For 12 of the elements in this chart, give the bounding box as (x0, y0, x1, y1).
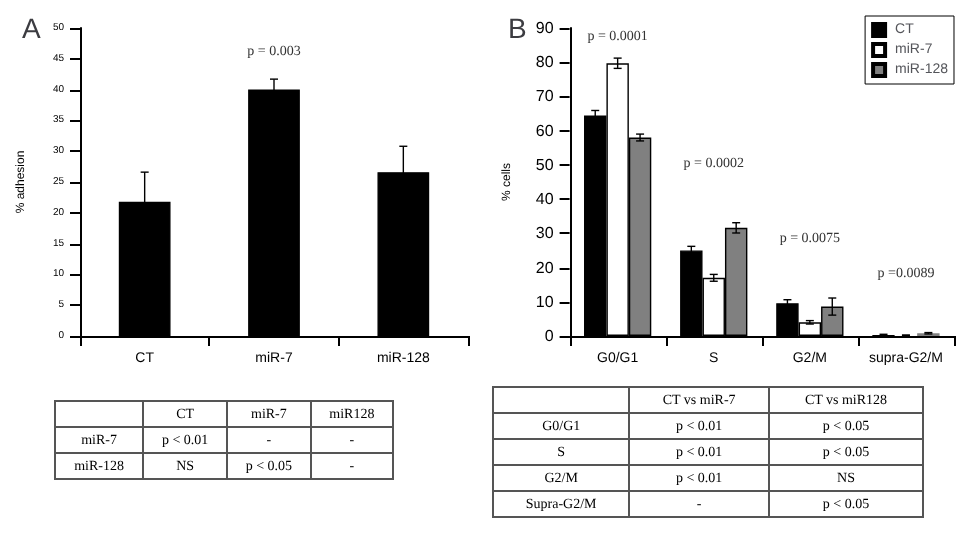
y-tick-label: 80 (535, 53, 555, 72)
y-tick-label: 50 (535, 155, 555, 174)
y-tick-label: 20 (535, 258, 555, 277)
y-tick-label: 30 (535, 224, 555, 243)
y-tick-label: 40 (535, 190, 555, 209)
y-tick-label: 0 (544, 327, 555, 345)
y-tick-label: 70 (535, 87, 555, 106)
y-tick-label: 10 (535, 292, 555, 311)
y-tick-label: 90 (535, 19, 555, 37)
chart-title: B (508, 12, 527, 44)
chart-title: A (22, 12, 42, 44)
y-tick-label: 60 (535, 121, 555, 140)
